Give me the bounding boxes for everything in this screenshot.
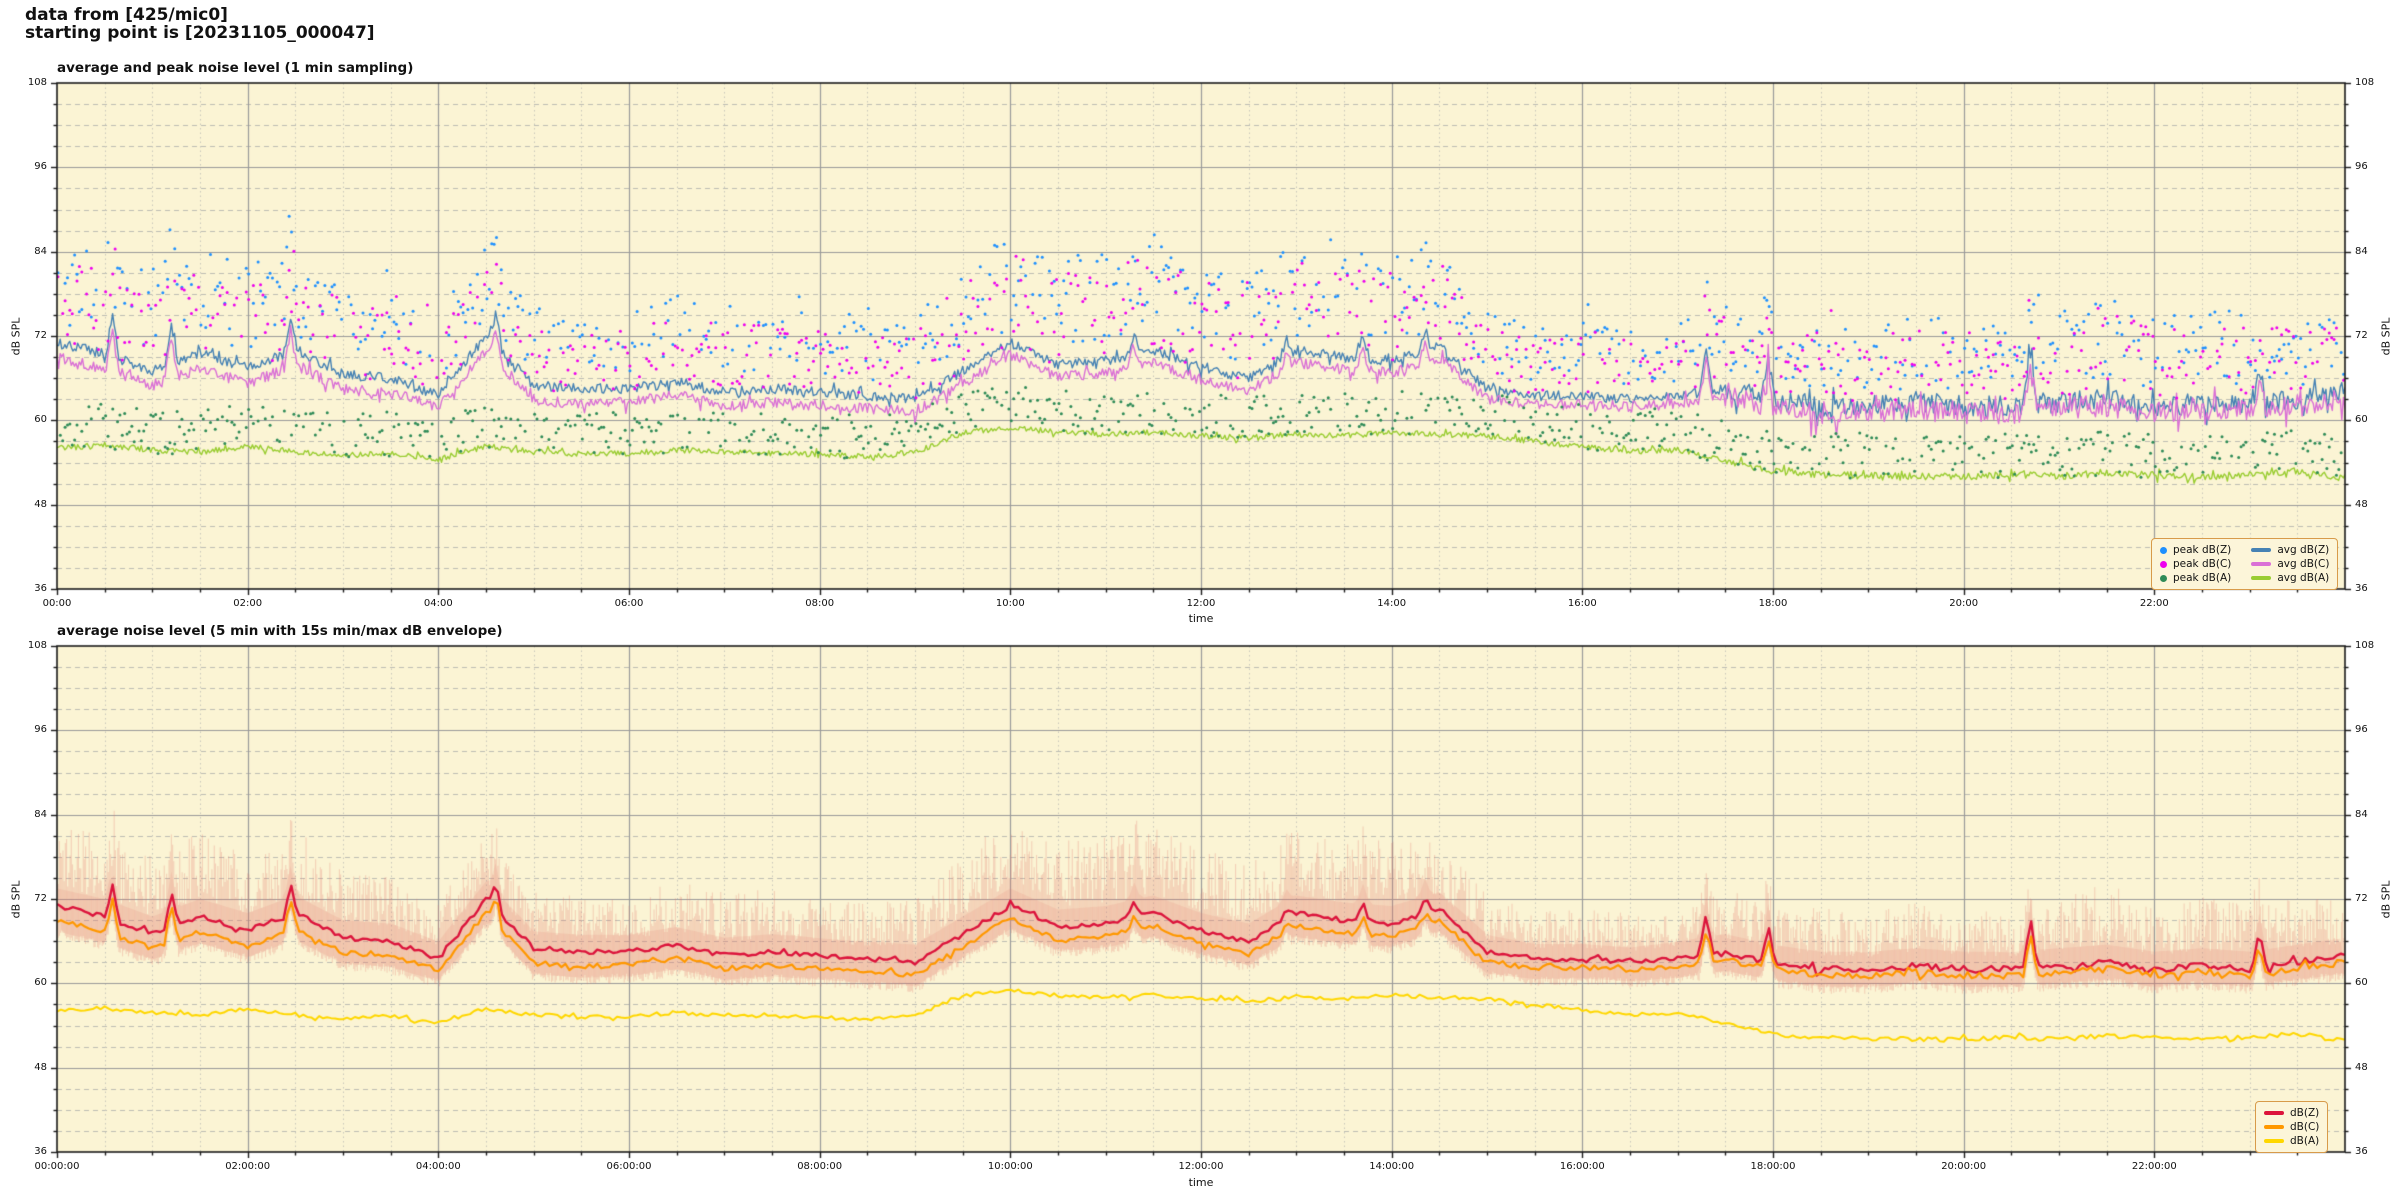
- legend-item-avg-db-z-: avg dB(Z): [2251, 543, 2329, 557]
- y-tick-label-right: 96: [2355, 724, 2368, 736]
- x-tick-label: 16:00:00: [1559, 1161, 1605, 1172]
- bottom-ylabel-left: dB SPL: [9, 880, 23, 919]
- y-tick-label-right: 36: [2355, 583, 2368, 594]
- x-tick-label: 00:00: [42, 598, 72, 609]
- legend-dot-marker: [2160, 560, 2167, 568]
- legend-label: avg dB(Z): [2277, 544, 2330, 556]
- y-tick-label-right: 60: [2355, 414, 2368, 426]
- x-tick-label: 20:00: [1949, 598, 1979, 609]
- legend-label: dB(Z): [2290, 1107, 2320, 1119]
- x-tick-label: 14:00: [1377, 598, 1407, 609]
- bottom-legend: dB(Z) dB(C) dB(A): [2255, 1101, 2329, 1153]
- y-tick-label-right: 36: [2355, 1146, 2368, 1157]
- x-tick-label: 18:00: [1758, 598, 1788, 609]
- y-tick-label-right: 60: [2355, 977, 2368, 989]
- y-tick-label: 36: [34, 1146, 47, 1157]
- legend-item-avg-db-c-: avg dB(C): [2251, 557, 2329, 571]
- legend-item-db-z-: dB(Z): [2264, 1106, 2319, 1120]
- legend-line-marker: [2264, 1111, 2284, 1115]
- y-tick-label-right: 108: [2355, 640, 2375, 651]
- x-tick-label: 22:00:00: [2131, 1161, 2177, 1172]
- x-tick-label: 12:00:00: [1178, 1161, 1224, 1172]
- x-tick-label: 06:00:00: [606, 1161, 652, 1172]
- legend-label: dB(A): [2290, 1135, 2320, 1147]
- top-ylabel-right: dB SPL: [2379, 317, 2393, 356]
- y-tick-label-right: 96: [2355, 161, 2368, 173]
- y-tick-label: 96: [34, 161, 47, 173]
- y-tick-label-right: 48: [2355, 498, 2368, 510]
- bottom-ylabel-right: dB SPL: [2379, 880, 2393, 919]
- y-tick-label: 108: [27, 77, 47, 88]
- legend-label: dB(C): [2290, 1121, 2320, 1133]
- y-tick-label: 36: [34, 583, 47, 594]
- legend-line-marker: [2251, 576, 2272, 580]
- x-tick-label: 00:00:00: [34, 1161, 80, 1172]
- x-tick-label: 18:00:00: [1750, 1161, 1796, 1172]
- legend-line-marker: [2264, 1139, 2284, 1143]
- x-tick-label: 04:00: [423, 598, 453, 609]
- y-tick-label-right: 84: [2355, 808, 2368, 820]
- y-tick-label: 48: [34, 1061, 47, 1073]
- y-tick-label-right: 48: [2355, 1061, 2368, 1073]
- legend-item-peak-db-z-: peak dB(Z): [2160, 543, 2231, 557]
- legend-label: peak dB(C): [2173, 558, 2232, 570]
- x-tick-label: 12:00: [1186, 598, 1216, 609]
- header-line-2: starting point is [20231105_000047]: [25, 23, 375, 43]
- x-tick-label: 08:00:00: [797, 1161, 843, 1172]
- legend-label: avg dB(A): [2277, 572, 2330, 584]
- y-tick-label: 60: [34, 977, 47, 989]
- x-tick-label: 14:00:00: [1369, 1161, 1415, 1172]
- y-tick-label-right: 72: [2355, 330, 2368, 341]
- x-tick-label: 22:00: [2139, 598, 2169, 609]
- y-tick-label: 108: [27, 640, 47, 651]
- legend-label: peak dB(Z): [2173, 544, 2232, 556]
- y-tick-label: 72: [34, 330, 47, 341]
- y-tick-label-right: 84: [2355, 245, 2368, 257]
- legend-item-db-c-: dB(C): [2264, 1120, 2319, 1134]
- legend-line-marker: [2251, 548, 2272, 552]
- bottom-xlabel: time: [1188, 1176, 1214, 1189]
- x-tick-label: 04:00:00: [415, 1161, 461, 1172]
- legend-item-peak-db-c-: peak dB(C): [2160, 557, 2231, 571]
- y-tick-label: 60: [34, 414, 47, 426]
- x-tick-label: 02:00: [233, 598, 263, 609]
- y-tick-label-right: 72: [2355, 893, 2368, 904]
- x-tick-label: 20:00:00: [1941, 1161, 1987, 1172]
- legend-label: avg dB(C): [2277, 558, 2330, 570]
- legend-item-avg-db-a-: avg dB(A): [2251, 571, 2329, 585]
- legend-item-peak-db-a-: peak dB(A): [2160, 571, 2231, 585]
- legend-line-marker: [2264, 1125, 2284, 1129]
- y-tick-label: 84: [34, 808, 47, 820]
- legend-dot-marker: [2160, 546, 2167, 554]
- x-tick-label: 08:00: [805, 598, 835, 609]
- top-chart-title: average and peak noise level (1 min samp…: [57, 60, 414, 76]
- y-tick-label-right: 108: [2355, 77, 2375, 88]
- x-tick-label: 10:00:00: [987, 1161, 1033, 1172]
- y-tick-label: 72: [34, 893, 47, 904]
- bottom-chart-title: average noise level (5 min with 15s min/…: [57, 623, 503, 639]
- top-legend: peak dB(Z) avg dB(Z) peak dB(C) avg dB(C) pe…: [2151, 538, 2339, 590]
- legend-item-db-a-: dB(A): [2264, 1134, 2319, 1148]
- y-tick-label: 48: [34, 498, 47, 510]
- legend-line-marker: [2251, 562, 2272, 566]
- y-tick-label: 96: [34, 724, 47, 736]
- x-tick-label: 06:00: [614, 598, 644, 609]
- top-xlabel: time: [1188, 612, 1214, 625]
- top-ylabel-left: dB SPL: [9, 317, 23, 356]
- legend-label: peak dB(A): [2173, 572, 2232, 584]
- header-line-1: data from [425/mic0]: [25, 5, 228, 25]
- legend-dot-marker: [2160, 574, 2167, 582]
- y-tick-label: 84: [34, 245, 47, 257]
- x-tick-label: 10:00: [995, 598, 1025, 609]
- x-tick-label: 16:00: [1567, 598, 1597, 609]
- x-tick-label: 02:00:00: [225, 1161, 271, 1172]
